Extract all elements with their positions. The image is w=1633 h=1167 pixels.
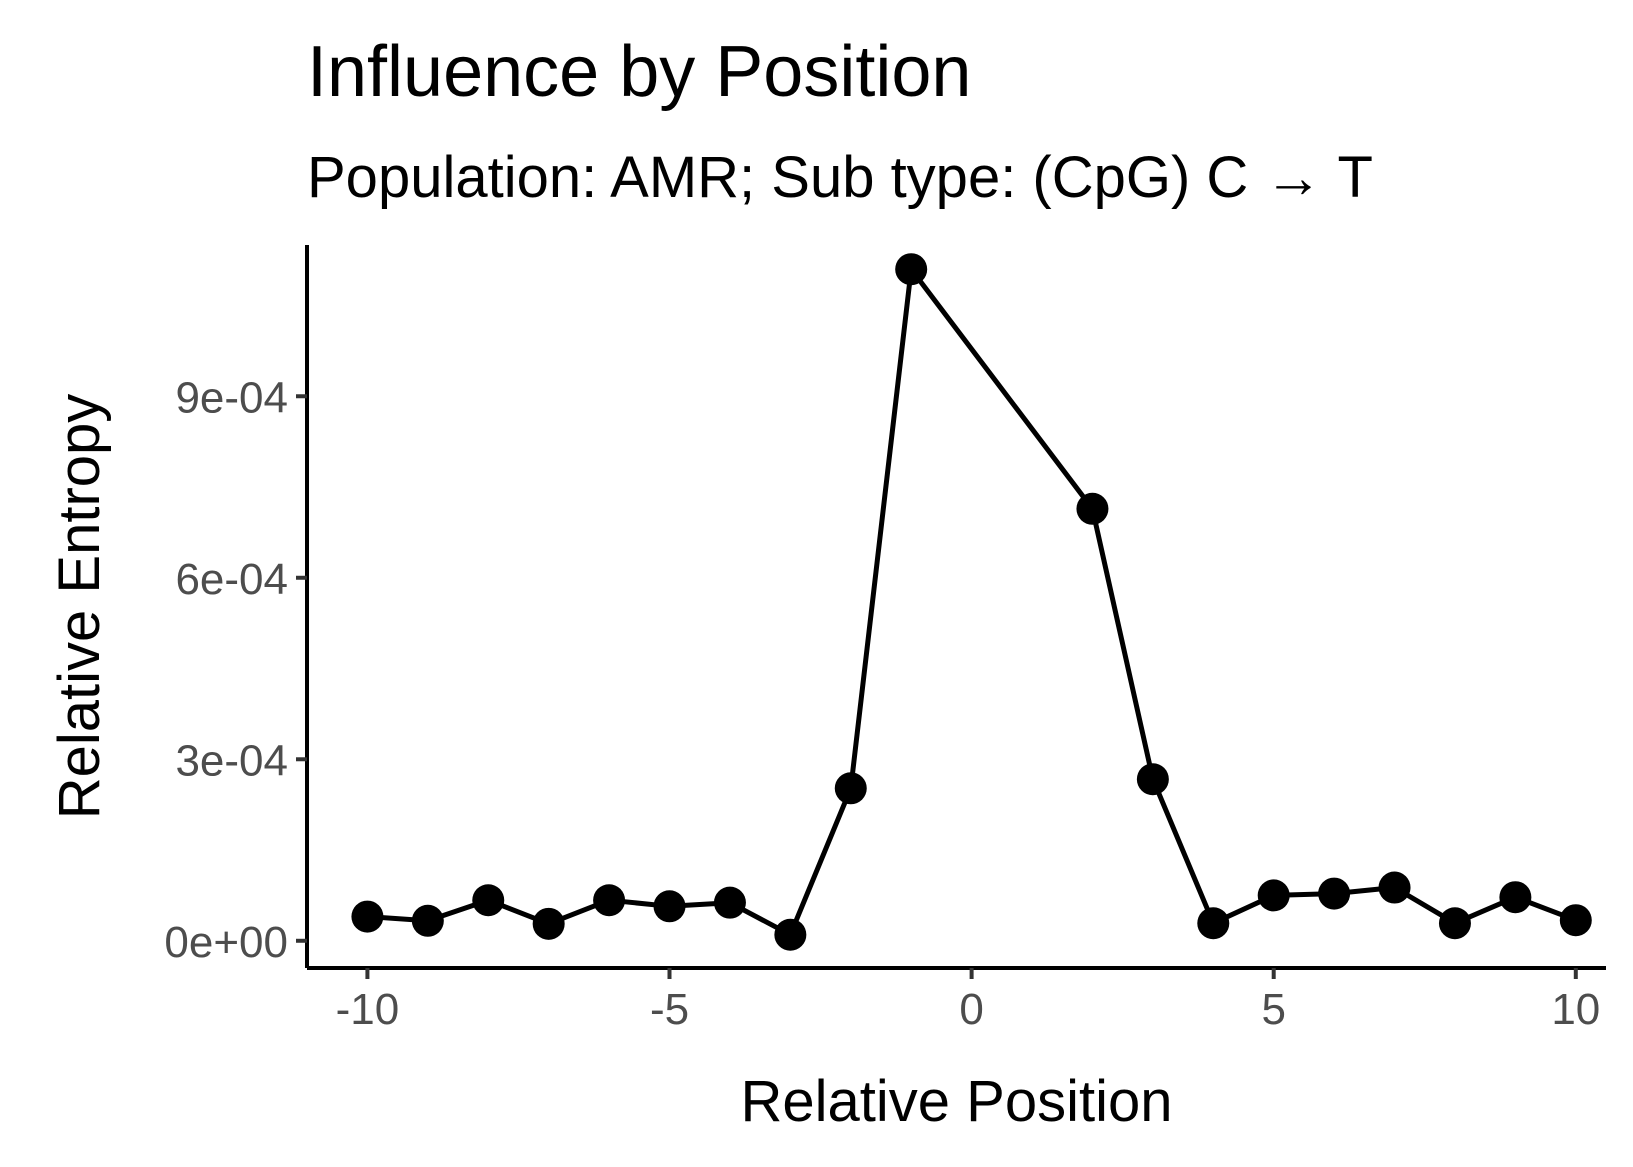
y-tick-label: 9e-04 (175, 373, 288, 422)
data-point (1257, 879, 1290, 912)
data-point (593, 884, 626, 917)
data-point (1076, 492, 1109, 525)
data-point (1438, 907, 1471, 940)
data-point (1197, 907, 1230, 940)
data-point (1318, 877, 1351, 910)
data-point (1136, 763, 1169, 796)
x-tick-label: -5 (650, 985, 689, 1034)
data-point (472, 884, 505, 917)
data-point (411, 904, 444, 937)
data-point (1378, 871, 1411, 904)
data-point (713, 886, 746, 919)
data-point (774, 918, 807, 951)
data-point (532, 907, 565, 940)
plot-area: 0e+00 3e-04 6e-04 9e-04 -10 -5 0 5 10 (164, 245, 1606, 1034)
y-tick-label: 0e+00 (164, 918, 288, 967)
chart-title: Influence by Position (307, 32, 971, 112)
x-axis-title: Relative Position (741, 1069, 1173, 1134)
series-line (367, 266, 1577, 938)
x-tick-label: 5 (1261, 985, 1285, 1034)
data-point (653, 890, 686, 923)
data-point (895, 253, 928, 286)
data-point (1499, 881, 1532, 914)
y-tick-label: 6e-04 (175, 555, 288, 604)
data-point (1559, 904, 1592, 937)
chart-subtitle: Population: AMR; Sub type: (CpG) C → T (307, 145, 1373, 210)
x-tick-label: 0 (959, 985, 983, 1034)
x-tick-label: -10 (336, 985, 400, 1034)
y-tick-label: 3e-04 (175, 736, 288, 785)
data-point (351, 900, 384, 933)
data-point (834, 772, 867, 805)
y-axis-title: Relative Entropy (47, 394, 112, 820)
x-tick-label: 10 (1551, 985, 1600, 1034)
